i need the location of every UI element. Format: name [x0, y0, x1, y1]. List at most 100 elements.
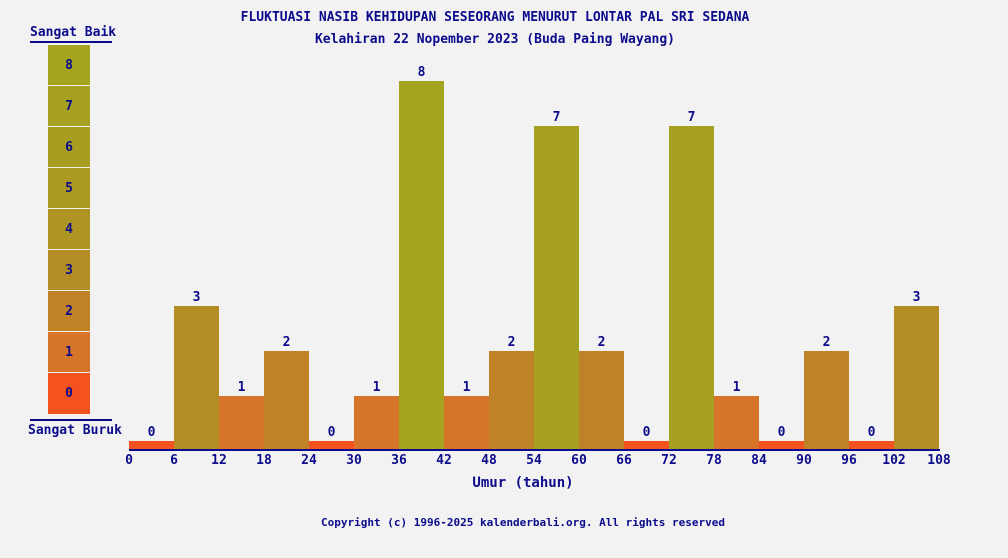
legend-top-rule: [30, 41, 112, 43]
bar-slot-84-90: 0: [759, 425, 804, 449]
bar: [759, 441, 804, 449]
legend-cell-7: 7: [48, 86, 90, 127]
bar: [804, 351, 849, 449]
bar-value-label: 0: [777, 425, 786, 440]
bar: [669, 126, 714, 449]
bar-value-label: 2: [822, 335, 831, 350]
copyright-text: Copyright (c) 1996-2025 kalenderbali.org…: [321, 516, 725, 529]
bar-slot-54-60: 7: [534, 110, 579, 449]
bar-value-label: 8: [417, 65, 426, 80]
bar-value-label: 3: [192, 290, 201, 305]
bar-slot-60-66: 2: [579, 335, 624, 449]
bar: [129, 441, 174, 449]
bar-value-label: 2: [507, 335, 516, 350]
bar-slot-102-108: 3: [894, 290, 939, 449]
legend-cell-value: 0: [65, 386, 73, 401]
bar-slot-90-96: 2: [804, 335, 849, 449]
bar-value-label: 2: [597, 335, 606, 350]
x-tick-label: 90: [796, 453, 812, 468]
bar-slot-72-78: 7: [669, 110, 714, 449]
x-tick-label: 42: [436, 453, 452, 468]
bar: [624, 441, 669, 449]
bar-slot-6-12: 3: [174, 290, 219, 449]
legend-cell-value: 3: [65, 262, 73, 278]
legend-worst-label: Sangat Buruk: [28, 423, 122, 438]
bar: [534, 126, 579, 449]
bar-value-label: 2: [282, 335, 291, 350]
x-tick-label: 102: [882, 453, 906, 468]
chart-title: FLUKTUASI NASIB KEHIDUPAN SESEORANG MENU…: [240, 10, 750, 25]
chart-subtitle: Kelahiran 22 Nopember 2023 (Buda Paing W…: [314, 32, 676, 47]
legend-cell-3: 3: [48, 250, 90, 291]
legend-cell-value: 5: [65, 180, 73, 196]
x-tick-label: 84: [751, 453, 767, 468]
bar-slot-24-30: 0: [309, 425, 354, 449]
x-tick-label: 0: [125, 453, 133, 468]
bar: [444, 396, 489, 449]
bar-slot-48-54: 2: [489, 335, 534, 449]
legend-cell-0: 0: [48, 373, 90, 414]
x-tick-label: 36: [391, 453, 407, 468]
legend-cell-value: 4: [65, 221, 73, 237]
x-tick-label: 78: [706, 453, 722, 468]
bar: [894, 306, 939, 449]
bar-value-label: 0: [327, 425, 336, 440]
x-tick-label: 72: [661, 453, 677, 468]
bar-value-label: 1: [732, 380, 741, 395]
bar: [849, 441, 894, 449]
bar-slot-12-18: 1: [219, 380, 264, 449]
bar-slot-36-42: 8: [399, 65, 444, 449]
x-tick-label: 60: [571, 453, 587, 468]
bar-slot-30-36: 1: [354, 380, 399, 449]
bar-slot-96-102: 0: [849, 425, 894, 449]
legend-color-scale: 8 7 6 5 4 3 2 1 0: [48, 45, 90, 414]
x-tick-label: 6: [170, 453, 178, 468]
legend-cell-value: 2: [65, 303, 73, 319]
x-tick-label: 108: [927, 453, 951, 468]
legend-cell-value: 8: [65, 57, 73, 73]
bar-slot-78-84: 1: [714, 380, 759, 449]
bar: [174, 306, 219, 449]
legend-cell-6: 6: [48, 127, 90, 168]
bar-value-label: 0: [642, 425, 651, 440]
legend-cell-value: 7: [65, 98, 73, 114]
bar-value-label: 7: [552, 110, 561, 125]
bar: [399, 81, 444, 449]
legend-bottom-rule: [30, 419, 112, 421]
legend-cell-value: 1: [65, 344, 73, 360]
legend-cell-2: 2: [48, 291, 90, 332]
bar-value-label: 1: [237, 380, 246, 395]
bar-value-label: 1: [462, 380, 471, 395]
bar-slot-42-48: 1: [444, 380, 489, 449]
x-tick-label: 30: [346, 453, 362, 468]
legend-cell-4: 4: [48, 209, 90, 250]
x-tick-label: 54: [526, 453, 542, 468]
bar: [489, 351, 534, 449]
legend-best-label: Sangat Baik: [30, 25, 117, 40]
bar-slot-18-24: 2: [264, 335, 309, 449]
x-tick-label: 66: [616, 453, 632, 468]
legend-cell-1: 1: [48, 332, 90, 373]
bar: [579, 351, 624, 449]
x-tick-label: 12: [211, 453, 227, 468]
x-tick-label: 18: [256, 453, 272, 468]
bar-slot-0-6: 0: [129, 425, 174, 449]
x-axis-title: Umur (tahun): [472, 475, 574, 491]
legend-cell-value: 6: [65, 139, 73, 155]
bar: [219, 396, 264, 449]
bar: [714, 396, 759, 449]
x-tick-label: 48: [481, 453, 497, 468]
x-tick-label: 24: [301, 453, 317, 468]
bar-value-label: 3: [912, 290, 921, 305]
bar-value-label: 1: [372, 380, 381, 395]
legend-cell-8: 8: [48, 45, 90, 86]
bar-value-label: 0: [867, 425, 876, 440]
x-axis-line: [129, 449, 940, 451]
bar-value-label: 7: [687, 110, 696, 125]
bar-slot-66-72: 0: [624, 425, 669, 449]
x-tick-label: 96: [841, 453, 857, 468]
bar: [354, 396, 399, 449]
legend-cell-5: 5: [48, 168, 90, 209]
